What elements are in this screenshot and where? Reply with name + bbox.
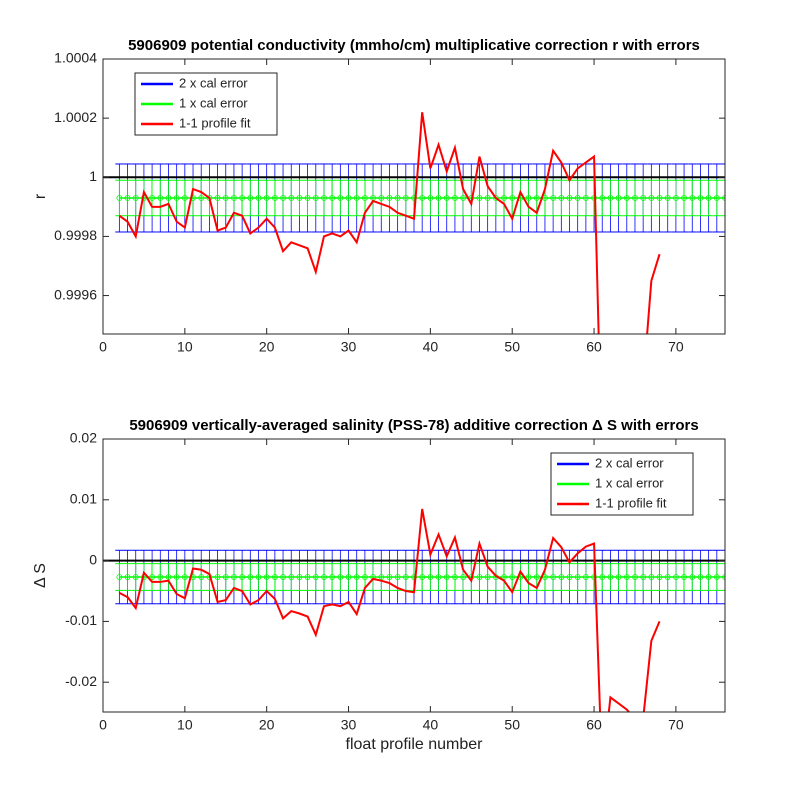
x-tick-label: 50 — [504, 339, 520, 355]
x-tick-label: 20 — [259, 717, 275, 733]
fit-line — [118, 508, 661, 712]
legend-label: 1-1 profile fit — [595, 495, 667, 510]
axes-frame — [102, 438, 726, 713]
plot-area — [103, 508, 725, 712]
x-axis-label: float profile number — [346, 736, 484, 753]
y-axis-label: Δ S — [32, 563, 49, 588]
x-tick-label: 30 — [341, 717, 357, 733]
legend-label: 1 x cal error — [179, 95, 248, 110]
axes-frame — [102, 58, 726, 335]
y-tick-label: 1.0002 — [54, 109, 97, 125]
x-tick-label: 60 — [586, 339, 602, 355]
legend-label: 1-1 profile fit — [179, 115, 251, 130]
y-tick-label: 0.9998 — [54, 227, 97, 243]
fit-line — [118, 112, 661, 334]
x-tick-label: 30 — [341, 339, 357, 355]
x-tick-label: 50 — [504, 717, 520, 733]
y-tick-label: 0.02 — [70, 430, 97, 446]
y-tick-label: 0.9996 — [54, 286, 97, 302]
legend-label: 1 x cal error — [595, 475, 664, 490]
y-axis-label: r — [32, 193, 49, 199]
plot-area — [103, 112, 725, 334]
x-tick-label: 40 — [423, 717, 439, 733]
y-tick-label: 0.01 — [70, 491, 97, 507]
legend-label: 2 x cal error — [179, 75, 248, 90]
y-tick-label: 1 — [89, 168, 97, 184]
x-tick-label: 0 — [99, 717, 107, 733]
x-tick-label: 20 — [259, 339, 275, 355]
y-tick-label: -0.02 — [65, 673, 97, 689]
y-tick-label: 0 — [89, 551, 97, 567]
x-tick-label: 10 — [177, 339, 193, 355]
y-tick-label: -0.01 — [65, 612, 97, 628]
legend-label: 2 x cal error — [595, 455, 664, 470]
chart-title: 5906909 vertically-averaged salinity (PS… — [129, 417, 698, 434]
chart-title: 5906909 potential conductivity (mmho/cm)… — [128, 37, 700, 54]
x-tick-label: 70 — [668, 339, 684, 355]
x-tick-label: 40 — [423, 339, 439, 355]
x-tick-label: 70 — [668, 717, 684, 733]
y-tick-label: 1.0004 — [54, 50, 97, 66]
x-tick-label: 10 — [177, 717, 193, 733]
x-tick-label: 0 — [99, 339, 107, 355]
x-tick-label: 60 — [586, 717, 602, 733]
